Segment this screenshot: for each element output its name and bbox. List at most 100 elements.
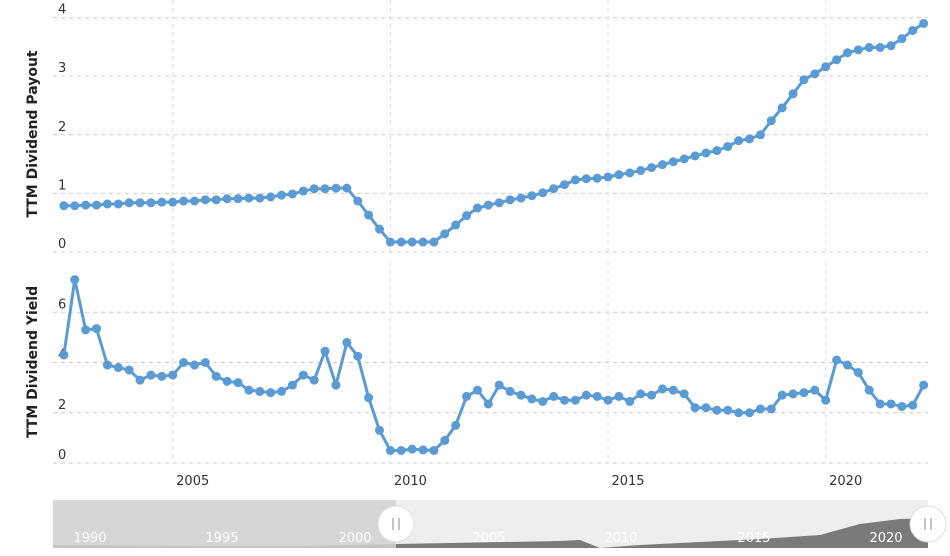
- point: [59, 201, 69, 211]
- navigator-series: [53, 544, 396, 548]
- point: [766, 116, 776, 126]
- point: [146, 198, 156, 208]
- point: [320, 184, 330, 194]
- point: [788, 89, 798, 99]
- navigator-handle-circle[interactable]: [909, 505, 947, 543]
- point: [440, 229, 450, 239]
- point: [342, 183, 352, 193]
- x-tick-label: 2020: [829, 474, 862, 489]
- point: [102, 360, 112, 370]
- point: [309, 375, 319, 385]
- point: [538, 396, 548, 406]
- point: [179, 358, 189, 367]
- point: [244, 385, 254, 395]
- point: [668, 385, 678, 395]
- point: [712, 405, 722, 415]
- point: [908, 400, 918, 410]
- point: [146, 370, 156, 380]
- point: [614, 391, 624, 401]
- point: [483, 399, 493, 409]
- point: [298, 370, 308, 380]
- navigator-series: [396, 518, 928, 548]
- point: [875, 42, 885, 52]
- point: [657, 384, 667, 394]
- point: [614, 170, 624, 180]
- point: [157, 197, 167, 207]
- navigator-handle[interactable]: [909, 505, 947, 543]
- point: [636, 389, 646, 399]
- point: [603, 395, 613, 405]
- y-tick-label: 0: [58, 237, 66, 252]
- point: [266, 388, 276, 398]
- point: [810, 69, 820, 79]
- point: [189, 360, 199, 370]
- point: [777, 390, 787, 400]
- point: [538, 188, 548, 198]
- navigator-label: 1995: [205, 531, 238, 546]
- navigator-mask: [53, 500, 396, 548]
- point: [505, 195, 515, 205]
- point: [374, 224, 384, 234]
- point: [472, 203, 482, 213]
- point: [799, 388, 809, 398]
- point: [211, 195, 221, 205]
- point: [734, 408, 744, 418]
- point: [483, 200, 493, 210]
- point: [298, 186, 308, 196]
- point: [222, 376, 232, 386]
- point: [581, 390, 591, 400]
- point: [364, 210, 374, 220]
- point: [766, 404, 776, 414]
- x-tick-label: 2010: [394, 474, 427, 489]
- y-tick-label: 0: [58, 448, 66, 463]
- navigator-label: 2000: [338, 531, 371, 546]
- point: [287, 380, 297, 390]
- point: [723, 142, 733, 152]
- point: [255, 193, 265, 203]
- navigator-handle[interactable]: [377, 505, 415, 543]
- point: [200, 195, 210, 205]
- point: [755, 404, 765, 414]
- point: [919, 380, 929, 390]
- point: [723, 405, 733, 415]
- point: [549, 391, 559, 401]
- navigator-handle-circle[interactable]: [377, 505, 415, 543]
- y-tick-label: 6: [58, 297, 66, 312]
- point: [364, 393, 374, 403]
- point: [842, 360, 852, 370]
- axis-title: TTM Dividend Yield: [25, 286, 41, 438]
- point: [549, 184, 559, 194]
- point: [451, 220, 461, 230]
- point: [690, 151, 700, 161]
- y-tick-label: 2: [58, 120, 66, 135]
- point: [592, 173, 602, 183]
- point: [886, 41, 896, 51]
- point: [679, 389, 689, 399]
- point: [331, 380, 341, 390]
- point: [570, 175, 580, 185]
- point: [516, 390, 526, 400]
- point: [233, 194, 243, 204]
- point: [266, 192, 276, 202]
- point: [592, 391, 602, 401]
- point: [734, 136, 744, 146]
- point: [135, 198, 145, 208]
- point: [462, 211, 472, 221]
- point: [255, 386, 265, 396]
- point: [70, 275, 80, 285]
- point: [407, 444, 417, 454]
- y-tick-label: 1: [58, 178, 66, 193]
- y-tick-label: 4: [58, 3, 66, 18]
- point: [102, 199, 112, 209]
- point: [842, 48, 852, 58]
- point: [385, 445, 395, 455]
- series-line: [63, 22, 925, 244]
- navigator-label: 2010: [604, 531, 637, 546]
- point: [320, 346, 330, 356]
- point: [821, 395, 831, 405]
- point: [919, 18, 929, 28]
- point: [179, 196, 189, 206]
- point: [157, 371, 167, 381]
- point: [581, 174, 591, 184]
